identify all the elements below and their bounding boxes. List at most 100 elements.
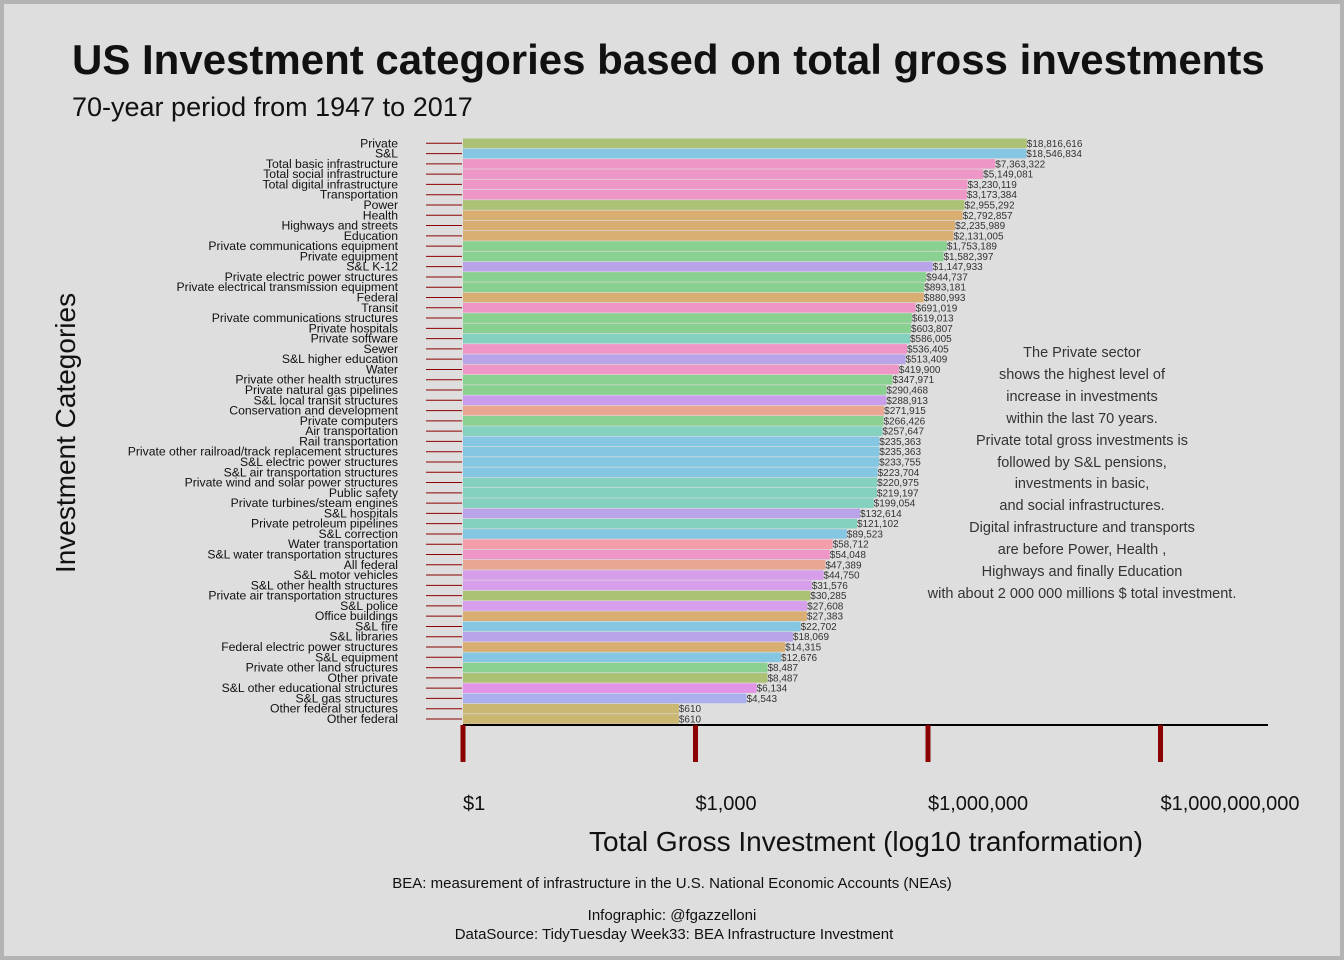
annotation-line: within the last 70 years. bbox=[1006, 410, 1158, 427]
value-label: $31,576 bbox=[812, 581, 849, 592]
bar bbox=[463, 714, 679, 724]
bar bbox=[463, 416, 884, 426]
value-label: $121,102 bbox=[857, 519, 899, 530]
bar bbox=[463, 508, 861, 519]
value-label: $610 bbox=[679, 714, 702, 725]
value-label: $3,173,384 bbox=[967, 190, 1017, 201]
category-label: Private other health structures bbox=[235, 373, 398, 387]
bar bbox=[463, 220, 956, 231]
bar bbox=[463, 323, 912, 334]
category-label: Sewer bbox=[363, 342, 398, 356]
bar bbox=[463, 457, 880, 467]
category-label: Private natural gas pipelines bbox=[245, 383, 398, 397]
annotation-line: followed by S&L pensions, bbox=[997, 454, 1167, 471]
category-label: Private petroleum pipelines bbox=[251, 517, 398, 531]
bar bbox=[463, 200, 965, 210]
value-label: $1,147,933 bbox=[933, 262, 983, 273]
bar bbox=[463, 179, 968, 190]
category-label: Other federal structures bbox=[270, 702, 398, 716]
category-label: S&L equipment bbox=[315, 650, 398, 664]
bar bbox=[463, 313, 912, 323]
caption-source: BEA: measurement of infrastructure in th… bbox=[392, 875, 952, 892]
annotation-line: The Private sector bbox=[1023, 345, 1141, 361]
x-tick-label: $1,000,000,000 bbox=[1161, 793, 1300, 815]
value-label: $18,816,616 bbox=[1027, 139, 1083, 150]
category-label: Private air transportation structures bbox=[208, 589, 398, 603]
x-axis-label: Total Gross Investment (log10 tranformat… bbox=[588, 826, 1144, 857]
value-label: $513,409 bbox=[906, 355, 948, 366]
bar bbox=[463, 292, 924, 303]
annotation-text: The Private sector shows the highest lev… bbox=[928, 343, 1237, 606]
value-label: $4,543 bbox=[746, 694, 777, 705]
bar bbox=[463, 529, 847, 539]
value-label: $7,363,322 bbox=[995, 159, 1045, 170]
category-label: Federal bbox=[357, 291, 398, 305]
value-label: $290,468 bbox=[886, 386, 928, 397]
category-label: Private communications equipment bbox=[208, 239, 398, 253]
bar bbox=[463, 395, 887, 406]
bar bbox=[463, 621, 801, 632]
bar bbox=[463, 210, 963, 221]
bar bbox=[463, 374, 893, 385]
bar bbox=[463, 662, 768, 673]
bar bbox=[463, 693, 747, 704]
value-label: $1,753,189 bbox=[947, 242, 997, 253]
category-label: S&L gas structures bbox=[295, 691, 398, 705]
bar bbox=[463, 302, 916, 313]
chart-title: US Investment categories based on total … bbox=[72, 36, 1265, 83]
value-label: $603,807 bbox=[911, 324, 953, 335]
bar bbox=[463, 703, 679, 714]
value-label: $536,405 bbox=[907, 344, 949, 355]
category-label: Federal electric power structures bbox=[221, 640, 398, 654]
category-label: Conservation and development bbox=[229, 404, 398, 418]
category-label: S&L other health structures bbox=[251, 578, 398, 592]
category-label: Other federal bbox=[327, 712, 398, 726]
bar bbox=[463, 385, 887, 395]
value-label: $22,702 bbox=[801, 622, 838, 633]
value-label: $610 bbox=[679, 704, 702, 715]
value-label: $27,383 bbox=[807, 612, 844, 623]
annotation-line: and social infrastructures. bbox=[999, 498, 1165, 515]
category-label: Transit bbox=[361, 301, 398, 315]
annotation-line: with about 2 000 000 millions $ total in… bbox=[927, 585, 1237, 602]
value-label: $223,704 bbox=[878, 468, 920, 479]
value-label: $893,181 bbox=[924, 283, 966, 294]
category-label: S&L police bbox=[340, 599, 398, 613]
bar bbox=[463, 673, 768, 683]
bar bbox=[463, 559, 826, 570]
value-label: $18,069 bbox=[793, 632, 830, 643]
category-label: S&L higher education bbox=[282, 352, 398, 366]
category-label: Highways and streets bbox=[281, 219, 398, 233]
category-label: Public safety bbox=[329, 486, 399, 500]
bar bbox=[463, 344, 908, 354]
category-label: Private equipment bbox=[300, 249, 399, 263]
category-label: Private bbox=[360, 136, 398, 150]
value-label: $8,487 bbox=[767, 663, 798, 674]
annotation-line: Highways and finally Education bbox=[981, 564, 1183, 581]
value-label: $12,676 bbox=[781, 653, 818, 664]
category-label: Private other railroad/track replacement… bbox=[128, 445, 398, 459]
bar bbox=[463, 631, 793, 642]
bar bbox=[463, 333, 911, 344]
value-label: $47,389 bbox=[825, 560, 862, 571]
value-label: $288,913 bbox=[886, 396, 928, 407]
value-label: $1,582,397 bbox=[943, 252, 993, 263]
value-label: $235,363 bbox=[879, 437, 921, 448]
annotation-line: investments in basic, bbox=[1014, 476, 1150, 493]
category-label: Private wind and solar power structures bbox=[185, 476, 398, 490]
x-tick-label: $1,000,000 bbox=[928, 793, 1028, 815]
value-label: $199,054 bbox=[874, 499, 916, 510]
value-label: $619,013 bbox=[912, 314, 954, 325]
bar bbox=[463, 477, 878, 488]
value-label: $54,048 bbox=[830, 550, 867, 561]
bar bbox=[463, 467, 878, 478]
category-label: Private communications structures bbox=[212, 311, 398, 325]
value-label: $27,608 bbox=[807, 601, 844, 612]
bar bbox=[463, 426, 883, 436]
category-label: Total basic infrastructure bbox=[266, 157, 398, 171]
value-label: $880,993 bbox=[924, 293, 966, 304]
category-label: S&L correction bbox=[319, 527, 398, 541]
bar bbox=[463, 518, 857, 529]
category-label: S&L fire bbox=[355, 619, 398, 633]
